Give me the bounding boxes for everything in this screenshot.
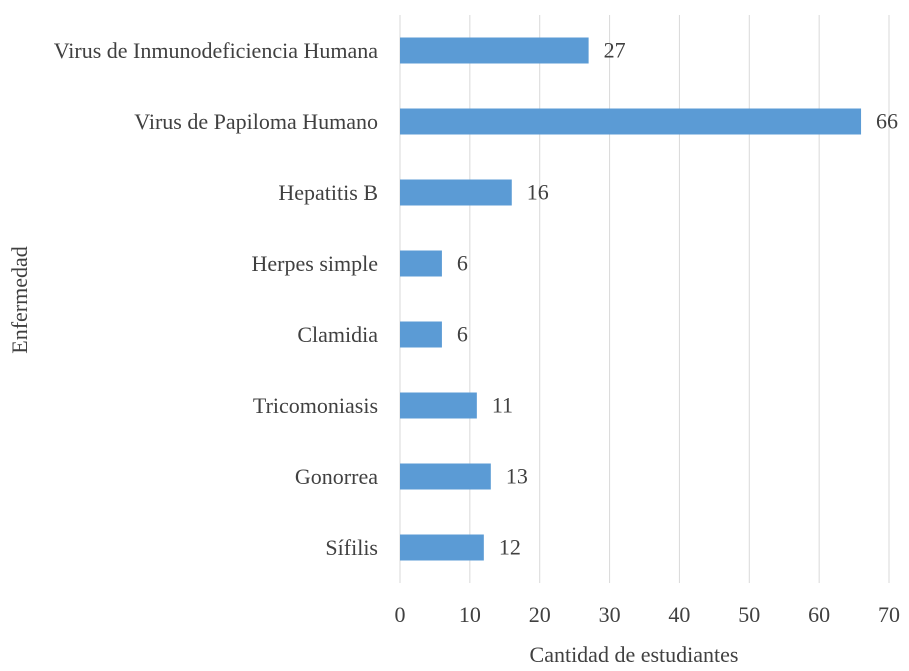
y-tick-label: Tricomoniasis [252, 392, 378, 418]
value-label: 27 [604, 38, 626, 63]
x-tick-label: 70 [878, 602, 900, 627]
bar [400, 463, 491, 490]
y-tick-label: Gonorrea [294, 463, 378, 489]
x-tick-label: 0 [395, 602, 406, 627]
value-label: 6 [457, 322, 468, 347]
bar [400, 108, 862, 135]
x-tick-label: 30 [599, 602, 621, 627]
value-label: 12 [499, 535, 521, 560]
value-label: 16 [527, 180, 549, 205]
value-label: 6 [457, 251, 468, 276]
value-label: 13 [506, 464, 528, 489]
y-tick-label: Sífilis [325, 534, 378, 560]
y-axis-label: Enfermedad [7, 246, 32, 354]
bar [400, 250, 442, 277]
y-tick-label: Herpes simple [251, 250, 378, 276]
y-tick-label: Virus de Inmunodeficiencia Humana [53, 37, 378, 63]
y-tick-label: Virus de Papiloma Humano [134, 108, 378, 134]
x-tick-label: 40 [668, 602, 690, 627]
bar [400, 37, 589, 64]
x-axis-label: Cantidad de estudiantes [530, 642, 739, 667]
x-tick-label: 50 [738, 602, 760, 627]
x-tick-label: 20 [529, 602, 551, 627]
bar [400, 179, 512, 206]
x-tick-label: 10 [459, 602, 481, 627]
bar [400, 392, 477, 419]
bar [400, 321, 442, 348]
y-tick-label: Hepatitis B [278, 179, 378, 205]
bar [400, 534, 484, 561]
value-label: 11 [492, 393, 513, 418]
value-label: 66 [876, 109, 898, 134]
y-tick-label: Clamidia [297, 321, 378, 347]
x-tick-label: 60 [808, 602, 830, 627]
